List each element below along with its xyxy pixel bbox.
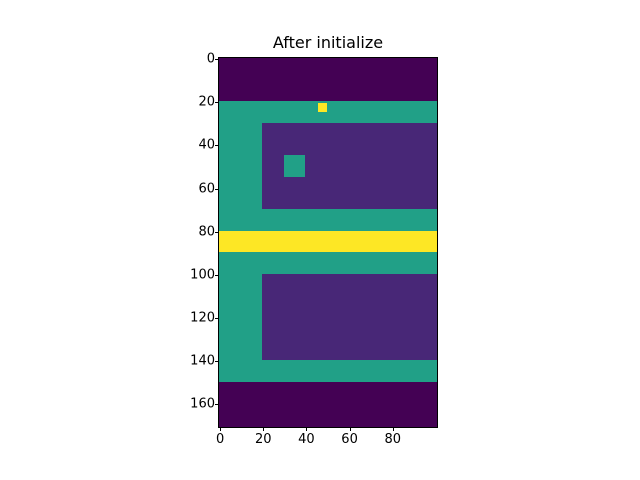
- y-tick-label: 160: [190, 396, 215, 412]
- x-tick-mark: [220, 427, 222, 431]
- x-tick-mark: [392, 427, 394, 431]
- chart-title: After initialize: [272, 33, 384, 52]
- x-tick-label: 40: [298, 432, 315, 447]
- x-tick-mark: [263, 427, 265, 431]
- y-tick-mark: [215, 274, 219, 276]
- y-tick-label: 60: [198, 181, 215, 197]
- y-tick-mark: [215, 318, 219, 320]
- x-tick-label: 60: [341, 432, 358, 447]
- bottom-border: [219, 381, 437, 427]
- y-tick-label: 20: [198, 94, 215, 110]
- y-tick-label: 40: [198, 137, 215, 153]
- y-tick-label: 80: [198, 224, 215, 240]
- y-tick-mark: [215, 145, 219, 147]
- y-tick-mark: [215, 188, 219, 190]
- x-tick-label: 80: [384, 432, 402, 447]
- yellow-dot: [318, 103, 327, 112]
- y-tick-mark: [215, 361, 219, 363]
- y-tick-mark: [215, 231, 219, 233]
- y-tick-mark: [215, 59, 219, 61]
- y-tick-label: 140: [190, 353, 215, 369]
- green-square: [283, 155, 306, 177]
- x-tick-mark: [306, 427, 308, 431]
- heatmap-plot-area: [218, 57, 438, 428]
- y-tick-mark: [215, 102, 219, 104]
- yellow-band: [219, 230, 437, 253]
- y-tick-label: 0: [206, 51, 215, 67]
- y-tick-label: 120: [190, 310, 215, 326]
- x-tick-label: 0: [215, 432, 225, 447]
- y-tick-mark: [215, 404, 219, 406]
- y-tick-label: 100: [190, 267, 215, 283]
- lower-room: [262, 273, 437, 361]
- x-tick-mark: [349, 427, 351, 431]
- x-tick-label: 20: [254, 432, 272, 447]
- top-border: [219, 58, 437, 102]
